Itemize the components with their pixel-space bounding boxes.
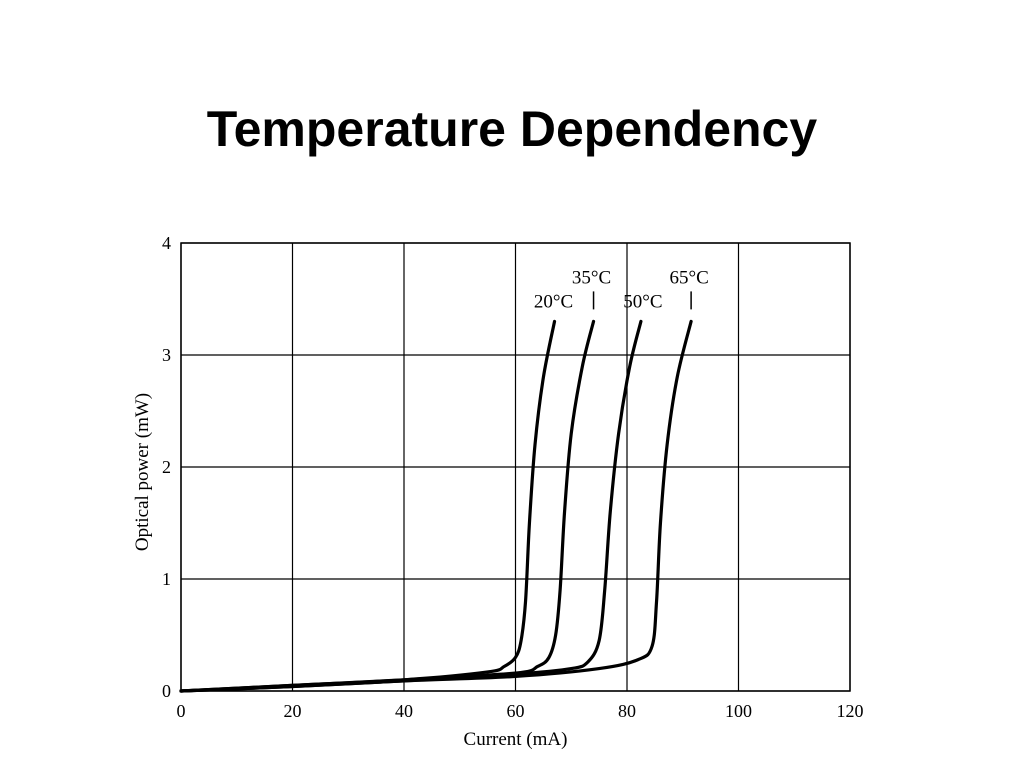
series-line (179, 319, 643, 693)
x-tick-label: 20 (284, 701, 302, 721)
series-label: 35°C (572, 267, 611, 288)
y-tick-label: 3 (162, 345, 171, 365)
x-axis-label: Current (mA) (464, 729, 568, 750)
y-tick-label: 4 (162, 233, 171, 253)
series-line (179, 319, 557, 693)
y-tick-labels: 0 1 2 3 4 (162, 233, 171, 701)
series-labels: 20°C 35°C 50°C 65°C (534, 267, 709, 312)
x-tick-label: 120 (837, 701, 864, 721)
plot-frame (180, 242, 851, 692)
x-tick-label: 60 (507, 701, 525, 721)
series-label: 50°C (623, 291, 662, 312)
slide-title: Temperature Dependency (206, 101, 818, 157)
y-axis-label: Optical power (mW) (132, 393, 153, 551)
series-curves (179, 319, 693, 693)
x-tick-label: 100 (725, 701, 752, 721)
x-tick-label: 80 (618, 701, 636, 721)
y-tick-label: 2 (162, 457, 171, 477)
chart-grid (180, 242, 851, 692)
x-tick-label: 0 (177, 701, 186, 721)
x-tick-label: 40 (395, 701, 413, 721)
y-tick-label: 0 (162, 681, 171, 701)
series-line (179, 319, 693, 693)
x-tick-labels: 0 20 40 60 80 100 120 (177, 701, 864, 721)
series-label: 20°C (534, 291, 573, 312)
series-label: 65°C (669, 267, 708, 288)
y-tick-label: 1 (162, 569, 171, 589)
